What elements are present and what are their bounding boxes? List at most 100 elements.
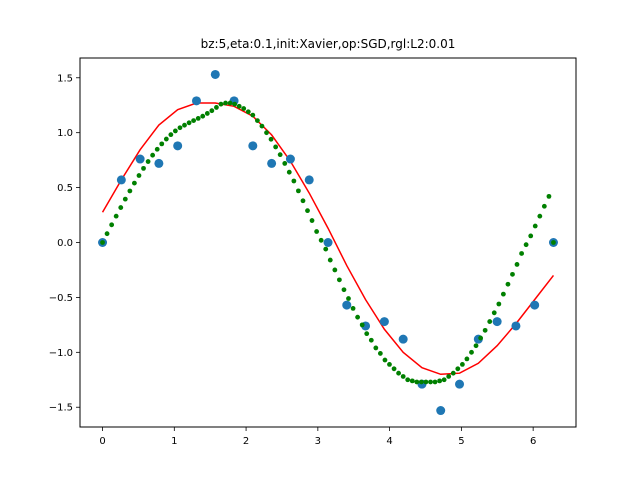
x-tick-label: 2 bbox=[243, 436, 249, 447]
sample-point bbox=[398, 334, 408, 344]
sample-point bbox=[511, 321, 521, 331]
prediction-point bbox=[150, 152, 156, 158]
prediction-point bbox=[423, 379, 429, 385]
prediction-point bbox=[359, 322, 365, 328]
prediction-point bbox=[405, 377, 411, 383]
prediction-point bbox=[291, 178, 297, 184]
prediction-point bbox=[409, 378, 415, 384]
prediction-point bbox=[541, 203, 547, 209]
prediction-point bbox=[141, 165, 146, 171]
prediction-point bbox=[419, 379, 424, 385]
prediction-point bbox=[414, 379, 420, 385]
prediction-point bbox=[132, 180, 137, 186]
sample-point bbox=[191, 96, 201, 106]
prediction-point bbox=[282, 161, 288, 166]
prediction-point bbox=[341, 287, 347, 293]
prediction-point bbox=[154, 146, 160, 152]
prediction-point bbox=[168, 132, 174, 138]
prediction-point bbox=[241, 106, 247, 111]
x-tick-label: 4 bbox=[386, 436, 392, 447]
sample-point bbox=[455, 379, 465, 389]
prediction-point bbox=[546, 193, 552, 199]
x-tick-label: 5 bbox=[458, 436, 464, 447]
prediction-point bbox=[264, 130, 269, 136]
sample-point bbox=[492, 317, 502, 327]
prediction-point bbox=[446, 374, 452, 379]
prediction-point bbox=[186, 120, 192, 126]
prediction-point bbox=[268, 136, 274, 142]
prediction-point bbox=[432, 379, 438, 385]
y-tick-label: −1.5 bbox=[49, 403, 73, 414]
prediction-point bbox=[232, 101, 238, 107]
prediction-point bbox=[532, 223, 538, 229]
sample-point bbox=[210, 69, 220, 79]
prediction-point bbox=[332, 267, 338, 273]
prediction-point bbox=[537, 213, 543, 219]
prediction-point bbox=[223, 100, 228, 106]
sample-point bbox=[323, 238, 333, 247]
prediction-point bbox=[355, 314, 360, 320]
x-axis: 0 1 2 3 4 5 6 bbox=[99, 427, 536, 447]
prediction-point bbox=[109, 222, 115, 228]
prediction-point bbox=[514, 262, 520, 267]
prediction-point bbox=[437, 378, 443, 384]
sample-point bbox=[530, 300, 540, 310]
chart-title: bz:5,eta:0.1,init:Xavier,op:SGD,rgl:L2:0… bbox=[201, 37, 456, 51]
prediction-point bbox=[250, 112, 256, 118]
prediction-point bbox=[136, 173, 142, 178]
prediction-point bbox=[300, 198, 306, 204]
sample-point bbox=[116, 175, 126, 185]
prediction-point bbox=[145, 159, 151, 164]
prediction-point bbox=[273, 144, 279, 150]
sample-point bbox=[436, 406, 446, 416]
prediction-point bbox=[464, 356, 470, 362]
prediction-point bbox=[400, 374, 406, 379]
prediction-point bbox=[296, 188, 301, 194]
y-tick-label: 0.5 bbox=[57, 183, 73, 194]
prediction-point bbox=[309, 218, 315, 223]
prediction-point bbox=[323, 246, 329, 252]
prediction-point bbox=[459, 362, 465, 367]
prediction-point bbox=[373, 345, 379, 351]
prediction-point bbox=[314, 229, 320, 234]
prediction-point bbox=[551, 240, 556, 245]
prediction-point bbox=[482, 327, 488, 333]
plot-series bbox=[98, 69, 558, 416]
prediction-point bbox=[496, 301, 502, 307]
prediction-point bbox=[519, 251, 524, 256]
prediction-point bbox=[163, 136, 169, 142]
prediction-point bbox=[491, 310, 497, 316]
prediction-point bbox=[245, 109, 251, 115]
prediction-point bbox=[391, 366, 397, 372]
prediction-point bbox=[450, 370, 456, 376]
y-tick-label: 1.0 bbox=[57, 128, 73, 139]
prediction-point bbox=[227, 100, 233, 106]
prediction-point bbox=[100, 240, 105, 245]
y-tick-label: −1.0 bbox=[49, 348, 73, 359]
prediction-point bbox=[346, 296, 351, 301]
prediction-point bbox=[218, 101, 224, 107]
prediction-point bbox=[377, 351, 383, 356]
prediction-point bbox=[364, 331, 370, 337]
prediction-point bbox=[305, 208, 310, 214]
prediction-point bbox=[182, 122, 187, 128]
prediction-point bbox=[478, 335, 484, 341]
prediction-point bbox=[428, 379, 433, 385]
prediction-point bbox=[318, 237, 324, 243]
y-tick-label: 0.0 bbox=[57, 238, 73, 249]
prediction-point bbox=[336, 277, 342, 283]
prediction-point bbox=[172, 128, 178, 134]
prediction-point bbox=[327, 257, 333, 263]
prediction-point bbox=[177, 125, 183, 131]
prediction-point bbox=[159, 141, 165, 147]
prediction-point bbox=[441, 377, 447, 383]
sample-point bbox=[135, 154, 145, 164]
prediction-point bbox=[209, 108, 215, 114]
prediction-point bbox=[118, 205, 124, 210]
prediction-point bbox=[200, 113, 206, 119]
prediction-point bbox=[473, 343, 479, 349]
prediction-point bbox=[191, 118, 197, 123]
sample-point bbox=[267, 158, 277, 168]
prediction-point bbox=[286, 169, 292, 175]
